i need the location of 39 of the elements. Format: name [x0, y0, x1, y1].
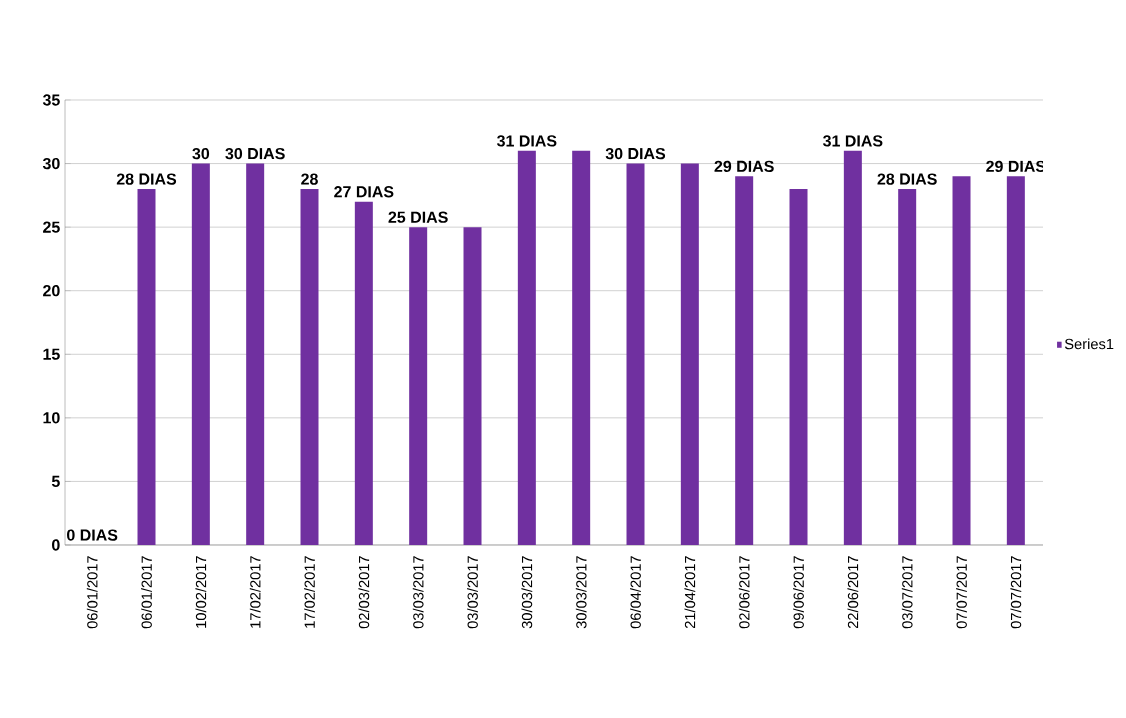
y-tick-label: 5	[51, 475, 60, 487]
x-tick-label: 03/03/2017	[412, 556, 424, 629]
x-tick-label: 07/07/2017	[1010, 556, 1022, 629]
data-label: 28	[301, 173, 318, 185]
x-tick-label: 10/02/2017	[195, 556, 207, 628]
x-tick-label: 17/02/2017	[304, 556, 315, 628]
y-tick-label: 30	[42, 157, 60, 170]
x-tick-label: 02/03/2017	[358, 556, 370, 629]
x-tick-label: 02/06/2017	[738, 556, 750, 629]
x-tick-label: 06/01/2017	[86, 556, 98, 629]
data-label: 0 DIAS	[67, 529, 118, 541]
y-tick-label: 25	[43, 221, 60, 233]
y-tick-label: 0	[52, 539, 60, 551]
data-label: 25 DIAS	[388, 211, 448, 223]
x-tick-label: 03/03/2017	[467, 556, 478, 629]
data-label: 31 DIAS	[822, 135, 883, 147]
x-tick-label: 06/01/2017	[141, 556, 152, 629]
x-tick-label: 09/06/2017	[793, 556, 804, 629]
data-label: 30 DIAS	[225, 147, 285, 160]
data-label: 30	[192, 147, 210, 160]
x-tick-label: 22/06/2017	[847, 556, 859, 629]
data-label: 27 DIAS	[334, 186, 394, 198]
x-tick-label: 17/02/2017	[249, 556, 261, 628]
x-tick-label: 30/03/2017	[521, 556, 533, 629]
y-tick-label: 15	[43, 348, 60, 360]
data-label: 31 DIAS	[496, 135, 557, 147]
data-label: 29 DIAS	[714, 160, 774, 173]
x-tick-label: 21/04/2017	[684, 556, 696, 629]
data-label: 28 DIAS	[877, 173, 937, 185]
x-tick-label: 06/04/2017	[630, 556, 641, 629]
data-label: 30 DIAS	[605, 147, 666, 160]
x-tick-label: 03/07/2017	[901, 556, 913, 629]
y-tick-label: 20	[43, 285, 60, 297]
legend-label: Series1	[1064, 338, 1114, 350]
x-tick-label: 30/03/2017	[575, 556, 587, 629]
x-tick-label: 07/07/2017	[956, 556, 967, 629]
y-tick-label: 10	[43, 412, 60, 424]
y-tick-label: 35	[42, 94, 60, 106]
data-label: 28 DIAS	[116, 173, 177, 185]
